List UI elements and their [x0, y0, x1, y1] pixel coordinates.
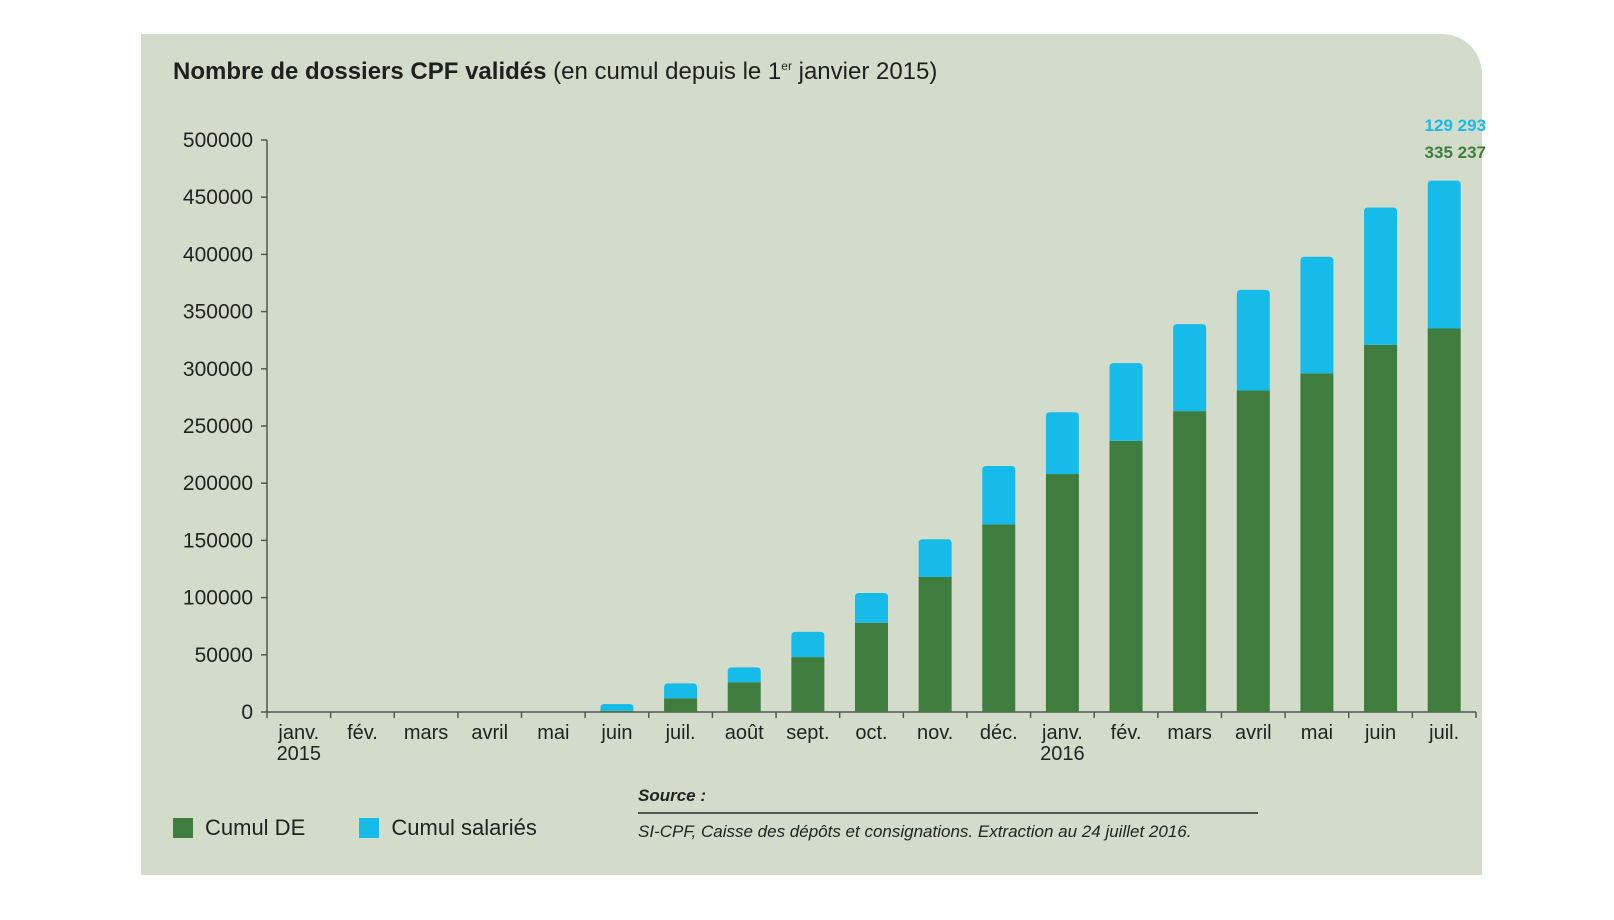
x-tick-label: janv. 2015: [277, 722, 322, 765]
legend-swatch-cumul-de: [173, 818, 193, 838]
x-tick-label: mai: [1301, 722, 1333, 744]
bar-cumul-de: [1427, 328, 1461, 712]
bar-cumul-salaries: [791, 631, 825, 658]
legend-item-cumul-salaries: Cumul salariés: [359, 815, 537, 841]
y-tick-label: 100000: [183, 587, 253, 610]
y-tick-label: 300000: [183, 358, 253, 381]
legend-label-cumul-de: Cumul DE: [205, 815, 306, 840]
y-tick-label: 450000: [183, 186, 253, 209]
y-tick-label: 50000: [195, 644, 253, 667]
bar-cumul-de: [1364, 344, 1398, 712]
source-text: SI-CPF, Caisse des dépôts et consignatio…: [638, 822, 1192, 841]
x-tick-label: nov.: [917, 722, 953, 744]
bar-cumul-de: [982, 524, 1016, 712]
chart-subtitle-suffix: janvier 2015): [791, 58, 938, 85]
bar-cumul-de: [600, 710, 634, 712]
x-axis: janv. 2015 fév. mars avril mai juin juil. août se…: [266, 711, 1477, 765]
chart-subtitle-prefix: (en cumul depuis le 1: [553, 58, 782, 85]
bar-cumul-salaries: [664, 683, 698, 699]
bar-cumul-salaries: [1300, 256, 1334, 374]
x-tick-label: fév.: [1111, 722, 1142, 744]
y-tick-label: 350000: [183, 301, 253, 324]
chart-title-subtitle: (en cumul depuis le 1er janvier 2015): [553, 58, 937, 85]
bar-cumul-de: [918, 577, 952, 712]
y-axis: 0 50000 100000 150000 200000 250000 300000 3500…: [183, 129, 268, 724]
x-tick-label: fév.: [347, 722, 378, 744]
bar-cumul-de: [1173, 411, 1207, 712]
source-title: Source :: [638, 786, 1258, 814]
x-tick-label: mars: [404, 722, 448, 744]
bar-cumul-de: [1236, 390, 1270, 712]
source-note: Source : SI-CPF, Caisse des dépôts et co…: [638, 786, 1258, 842]
x-tick-label: août: [725, 722, 764, 744]
x-tick-label: mars: [1167, 722, 1211, 744]
bar-cumul-salaries: [855, 593, 888, 623]
x-tick-label: juil.: [1428, 722, 1459, 744]
y-tick-label: 250000: [183, 415, 253, 438]
y-tick-label: 200000: [183, 472, 253, 495]
bar-cumul-salaries: [1045, 412, 1079, 475]
y-tick-label: 150000: [183, 529, 253, 552]
legend-swatch-cumul-salaries: [359, 818, 380, 838]
x-tick-label: oct.: [855, 722, 887, 744]
y-tick-label: 400000: [183, 243, 253, 266]
bar-cumul-salaries: [600, 703, 634, 711]
x-tick-label: mai: [537, 722, 569, 744]
chart-title-main: Nombre de dossiers CPF validés: [173, 58, 547, 85]
bar-cumul-salaries: [1173, 324, 1207, 412]
end-label-salaries: 129 293: [1425, 116, 1486, 135]
x-tick-label: juin: [600, 722, 632, 744]
x-tick-label: avril: [471, 722, 508, 744]
bar-cumul-de: [1109, 440, 1143, 712]
bar-cumul-salaries: [727, 667, 761, 683]
x-tick-label: juin: [1364, 722, 1396, 744]
bar-cumul-de: [727, 682, 761, 712]
x-tick-label: sept.: [786, 722, 829, 744]
x-tick-label: avril: [1235, 722, 1272, 744]
bar-cumul-salaries: [918, 539, 952, 578]
bar-cumul-de: [855, 622, 888, 712]
legend: Cumul DE Cumul salariés: [173, 815, 585, 844]
bar-cumul-salaries: [1236, 289, 1270, 391]
chart-title: Nombre de dossiers CPF validés (en cumul…: [173, 58, 937, 86]
x-tick-label: juil.: [665, 722, 696, 744]
bar-cumul-salaries: [1364, 207, 1398, 345]
legend-item-cumul-de: Cumul DE: [173, 815, 305, 841]
x-tick-label: janv. 2016: [1040, 722, 1085, 765]
end-label-de: 335 237: [1425, 143, 1486, 162]
y-tick-label: 500000: [183, 129, 253, 152]
bar-cumul-salaries: [1427, 180, 1461, 329]
bar-series-group: [600, 180, 1461, 712]
bar-cumul-salaries: [982, 466, 1016, 525]
legend-label-cumul-salaries: Cumul salariés: [391, 815, 537, 840]
bar-cumul-de: [791, 657, 825, 712]
end-label-group: 129 293 335 237: [1425, 116, 1486, 162]
chart-subtitle-sup: er: [781, 59, 792, 73]
bar-cumul-de: [1045, 474, 1079, 712]
bar-cumul-salaries: [1109, 363, 1143, 441]
bar-cumul-de: [664, 698, 698, 712]
x-tick-label: déc.: [980, 722, 1018, 744]
y-tick-label: 0: [241, 701, 253, 724]
bar-cumul-de: [1300, 373, 1334, 712]
